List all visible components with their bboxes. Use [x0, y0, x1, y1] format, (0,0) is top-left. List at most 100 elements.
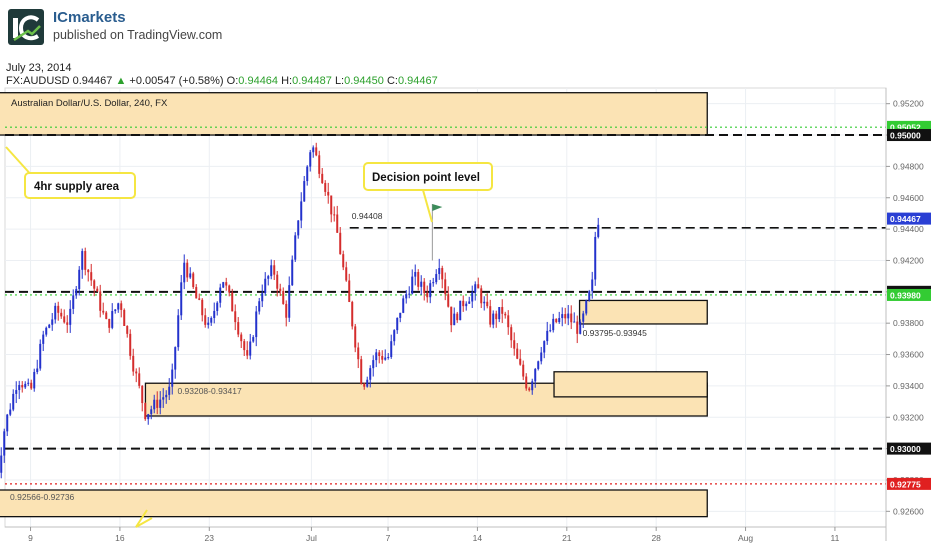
candle: [255, 311, 258, 338]
candle: [168, 386, 171, 395]
candle: [219, 287, 222, 303]
close-value: 0.94467: [397, 75, 438, 87]
brand-name[interactable]: ICmarkets: [53, 9, 126, 26]
candle: [114, 309, 117, 312]
x-tick-label: Jul: [306, 533, 317, 543]
candle: [198, 298, 201, 300]
candle: [294, 235, 297, 260]
price-zone: [0, 489, 708, 518]
zone-label: 0.92566-0.92736: [10, 492, 75, 502]
candle: [123, 309, 126, 327]
axis-badge: [887, 212, 931, 225]
candle: [306, 166, 309, 182]
candle: [258, 301, 261, 312]
candle: [507, 315, 510, 328]
low-label: L:: [334, 75, 345, 87]
price-zone: [553, 371, 708, 398]
candle: [165, 394, 168, 398]
x-tick-label: 16: [115, 533, 125, 543]
candle: [399, 312, 402, 318]
axis-badge-label: 0.93000: [890, 444, 921, 454]
candle: [0, 455, 3, 473]
candle: [429, 283, 432, 298]
axis-badge: [887, 477, 931, 490]
candle: [33, 371, 36, 389]
candle: [150, 409, 153, 415]
zone-label: 0.93208-0.93417: [177, 386, 242, 396]
price-change: +0.00547 (+0.58%): [129, 75, 224, 87]
candle: [570, 313, 573, 323]
open-label: O:: [226, 75, 239, 87]
candle: [303, 181, 306, 202]
candle: [117, 303, 120, 310]
candle: [375, 352, 378, 361]
candle: [108, 318, 111, 328]
candle: [156, 399, 159, 408]
candle: [312, 147, 315, 153]
plot-area: [4, 87, 887, 528]
candle: [174, 347, 177, 370]
candle: [561, 314, 564, 319]
y-tick-label: 0.94600: [893, 193, 924, 203]
candle: [576, 321, 579, 334]
candle: [132, 355, 135, 372]
x-tick-label: Aug: [738, 533, 753, 543]
candle: [210, 318, 213, 323]
candle: [360, 359, 363, 384]
candle: [327, 191, 330, 196]
candle: [177, 315, 180, 348]
candle: [18, 385, 21, 391]
candle: [63, 316, 66, 323]
axis-badge-label: 0.94467: [890, 214, 921, 224]
candle: [393, 330, 396, 342]
candle: [105, 312, 108, 319]
high-label: H:: [281, 75, 293, 87]
candle: [252, 337, 255, 342]
decision-callout-text: Decision point level: [372, 172, 480, 184]
candle: [147, 414, 150, 420]
candle: [489, 306, 492, 325]
candle: [591, 279, 594, 292]
candle: [222, 282, 225, 288]
high-value: 0.94487: [292, 75, 332, 87]
candle: [162, 397, 165, 400]
candle: [84, 251, 87, 270]
candle: [189, 273, 192, 278]
x-tick-label: 23: [205, 533, 215, 543]
candle: [240, 334, 243, 342]
candle: [525, 376, 528, 389]
candle: [135, 371, 138, 374]
candle: [387, 356, 390, 358]
candle: [534, 368, 537, 382]
x-tick-label: 11: [831, 533, 840, 543]
candle: [126, 326, 129, 334]
axis-badge-label: 0.93980: [890, 290, 921, 300]
y-tick-label: 0.94400: [893, 224, 924, 234]
y-tick-label: 0.94800: [893, 161, 924, 171]
candle: [495, 313, 498, 320]
candle: [264, 278, 267, 294]
candle: [504, 313, 507, 316]
candle: [420, 281, 423, 287]
candle: [450, 306, 453, 326]
y-tick-label: 0.92600: [893, 506, 924, 516]
candle: [279, 288, 282, 292]
candle: [465, 303, 468, 307]
candle: [339, 232, 342, 255]
candle: [372, 360, 375, 369]
candle: [531, 381, 534, 391]
candle: [537, 361, 540, 369]
candle: [51, 319, 54, 325]
candle: [513, 340, 516, 349]
candle: [276, 274, 279, 289]
candle: [96, 288, 99, 292]
candle: [153, 399, 156, 410]
candle: [471, 292, 474, 302]
candle: [69, 308, 72, 325]
candle: [417, 272, 420, 287]
candle: [27, 382, 30, 384]
candle: [45, 327, 48, 335]
candle: [402, 298, 405, 313]
candle: [12, 393, 15, 410]
